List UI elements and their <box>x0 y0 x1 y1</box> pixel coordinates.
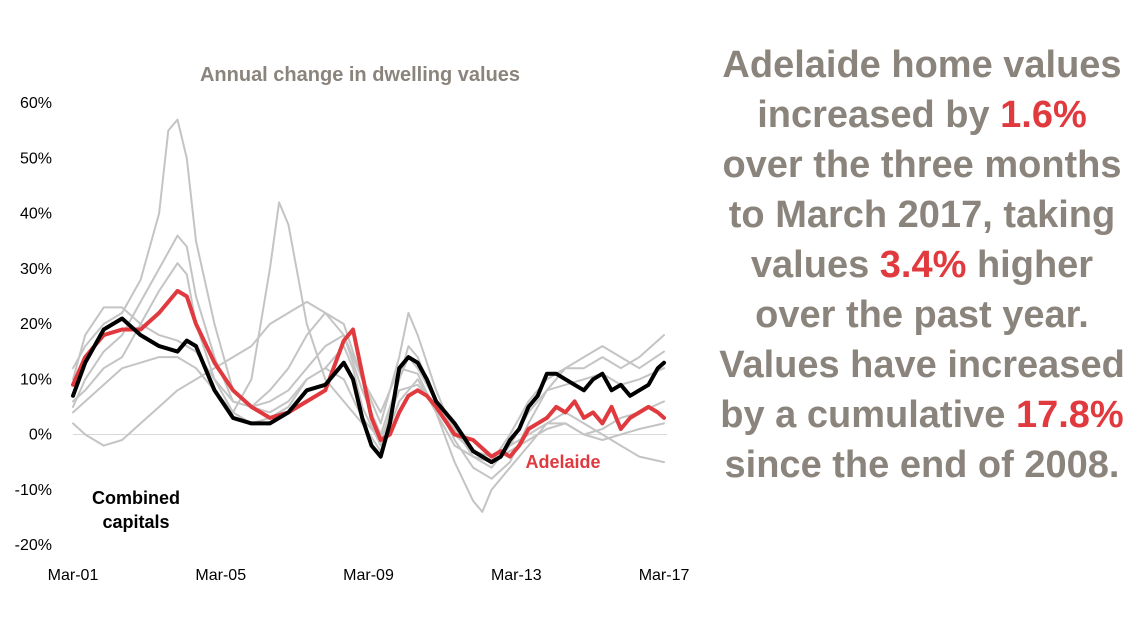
adelaide-label: Adelaide <box>525 452 600 472</box>
y-tick-label: 50% <box>20 150 52 167</box>
y-axis-ticks: 60% 50% 40% 30% 20% 10% 0% -10% -20% <box>15 95 52 554</box>
x-tick-label: Mar-01 <box>48 567 99 584</box>
y-tick-label: 40% <box>20 206 52 223</box>
quarterly-change-highlight: 1.6% <box>1000 94 1087 136</box>
y-tick-label: -20% <box>15 537 52 554</box>
commentary-text: Adelaide home values increased by 1.6% o… <box>712 40 1132 490</box>
annual-change-highlight: 3.4% <box>879 244 967 286</box>
y-tick-label: 20% <box>20 316 52 333</box>
y-tick-label: -10% <box>15 482 52 499</box>
x-tick-label: Mar-17 <box>639 567 690 584</box>
combined-capitals-label-line1: Combined <box>92 488 180 508</box>
x-axis-ticks: Mar-01 Mar-05 Mar-09 Mar-13 Mar-17 <box>48 567 690 584</box>
chart-series <box>71 118 666 513</box>
combined-capitals-series-line <box>71 316 666 465</box>
commentary-part-3: higher over the past year. Values have i… <box>719 244 1125 436</box>
commentary-part-1: Adelaide home values increased by <box>722 44 1122 136</box>
x-tick-label: Mar-09 <box>343 567 394 584</box>
other-capital-series-line <box>72 201 665 513</box>
x-tick-label: Mar-13 <box>491 567 542 584</box>
y-tick-label: 0% <box>29 427 52 444</box>
y-tick-label: 60% <box>20 95 52 112</box>
adelaide-series-line <box>71 288 666 459</box>
chart-title: Annual change in dwelling values <box>200 64 520 86</box>
combined-capitals-label-line2: capitals <box>102 512 169 532</box>
cumulative-change-highlight: 17.8% <box>1015 394 1124 436</box>
y-tick-label: 10% <box>20 371 52 388</box>
dwelling-values-chart: Annual change in dwelling values 60% 50% 4… <box>15 64 690 584</box>
y-tick-label: 30% <box>20 261 52 278</box>
x-tick-label: Mar-05 <box>195 567 246 584</box>
commentary-part-2: over the three months to March 2017, tak… <box>722 144 1122 286</box>
commentary-part-4: since the end of 2008. <box>724 444 1120 486</box>
